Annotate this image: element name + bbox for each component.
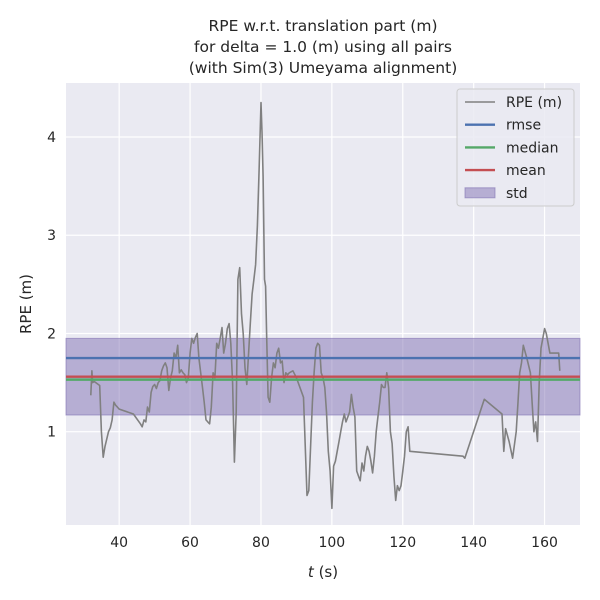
y-tick-label-3: 3	[47, 228, 56, 244]
x-tick-label-40: 40	[110, 535, 128, 551]
title-line-2: for delta = 1.0 (m) using all pairs	[194, 38, 452, 56]
legend-swatch-std	[464, 187, 496, 199]
title-line-1: RPE w.r.t. translation part (m)	[208, 17, 437, 35]
legend: RPE (m) rmse median mean std	[456, 88, 575, 207]
chart-title: RPE w.r.t. translation part (m) for delt…	[189, 17, 458, 77]
y-tick-label-4: 4	[47, 130, 56, 146]
legend-label-rmse: rmse	[506, 118, 541, 134]
data-series	[66, 101, 580, 510]
y-tick-labels: 1 2 3 4	[47, 130, 56, 441]
x-tick-label-140: 140	[460, 535, 487, 551]
x-tick-label-80: 80	[252, 535, 270, 551]
series-line-rpe	[90, 101, 561, 510]
x-tick-labels: 40 60 80 100 120 140 160	[110, 535, 558, 551]
y-axis-label: RPE (m)	[17, 274, 35, 334]
x-axis-unit: (s)	[314, 563, 338, 581]
y-tick-label-2: 2	[47, 326, 56, 342]
x-tick-label-100: 100	[318, 535, 345, 551]
title-line-3: (with Sim(3) Umeyama alignment)	[189, 59, 458, 77]
x-tick-label-160: 160	[531, 535, 558, 551]
y-tick-label-1: 1	[47, 425, 56, 441]
x-axis-variable: t	[308, 563, 315, 581]
legend-label-mean: mean	[506, 163, 546, 179]
x-tick-label-60: 60	[181, 535, 199, 551]
legend-label-rpe: RPE (m)	[506, 95, 562, 111]
x-axis-label: t (s)	[308, 563, 338, 581]
x-tick-label-120: 120	[389, 535, 416, 551]
legend-label-std: std	[506, 186, 528, 202]
legend-box	[456, 88, 575, 207]
legend-label-median: median	[506, 140, 558, 156]
